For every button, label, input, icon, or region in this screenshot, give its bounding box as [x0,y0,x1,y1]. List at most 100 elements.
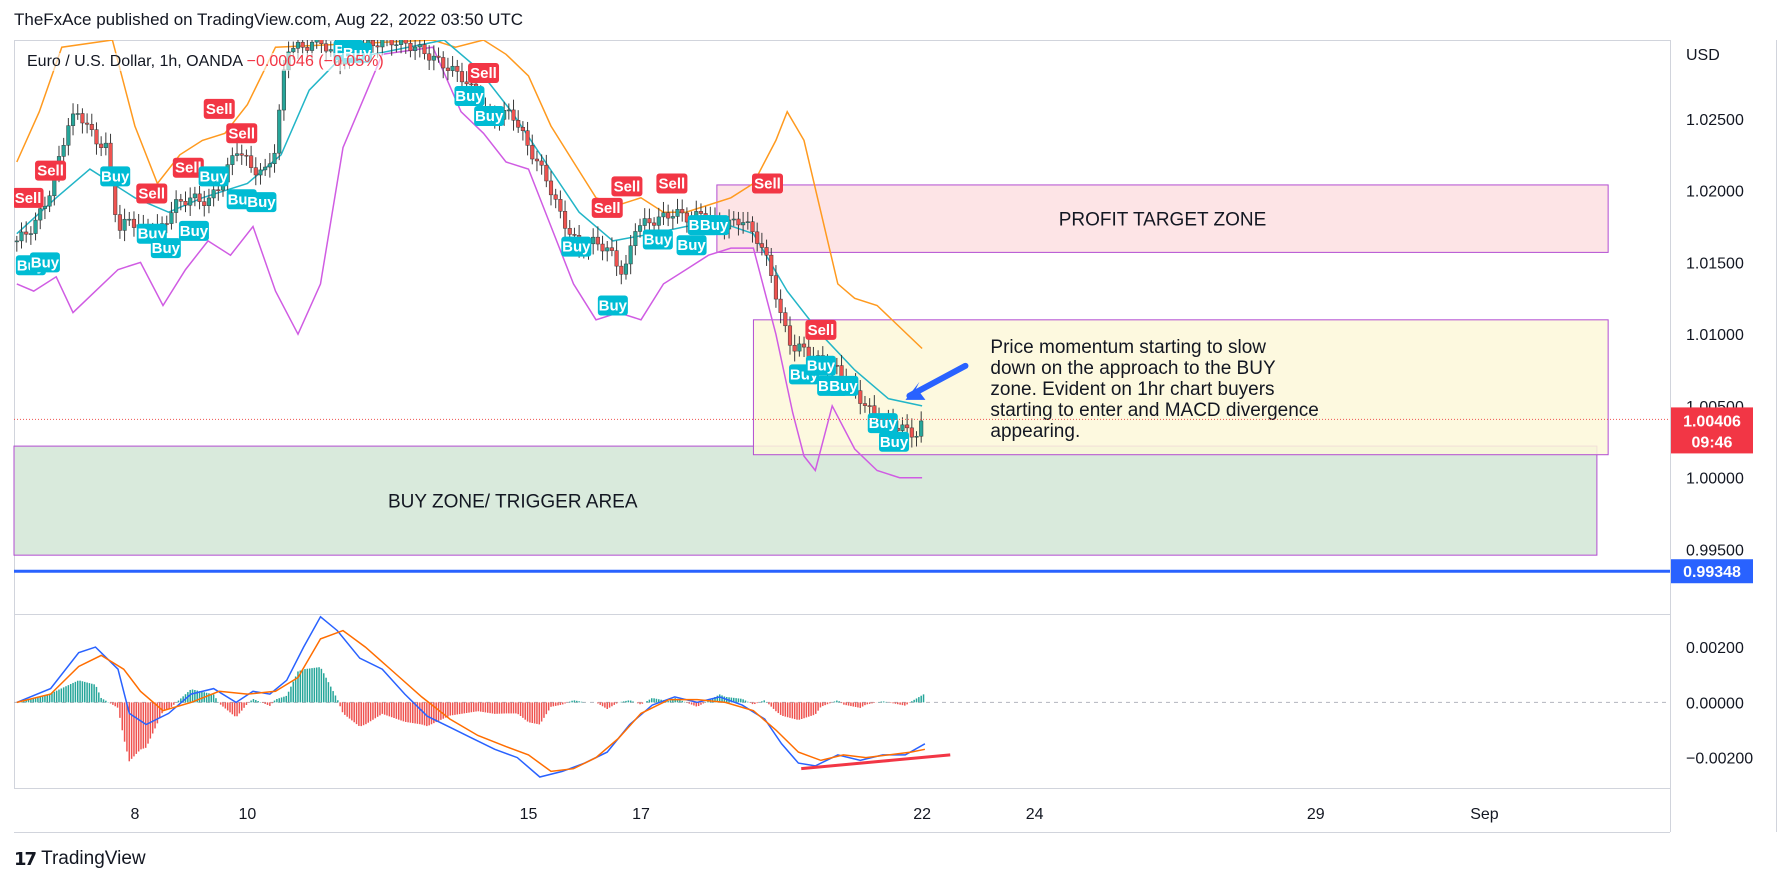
candle-body [773,275,778,300]
candle-body [614,250,619,267]
candle-body [309,41,315,51]
candle-body [85,122,90,125]
candle-body [656,216,661,226]
note-text-line: down on the approach to the BUY [990,358,1276,379]
candle-body [14,240,19,243]
sell-signal-badge [611,176,643,197]
candle-body [666,212,671,219]
sell-signal-label: Sell [614,178,641,195]
time-tick-label: 8 [130,806,139,823]
candle-body [399,40,404,45]
candle-body [370,40,375,47]
profit-target-zone [716,184,1609,253]
symbol-name: Euro / U.S. Dollar, 1h, OANDA [27,53,243,70]
candle-body [244,154,249,157]
candle-body [174,199,179,213]
candle-body [900,424,905,431]
candle-body [431,55,436,61]
symbol-legend[interactable]: Euro / U.S. Dollar, 1h, OANDA −0.00046 (… [27,53,384,71]
buy-signal-label: Buy [869,415,898,432]
note-text-line: starting to enter and MACD divergence [990,400,1318,421]
price-tick-label: 1.01500 [1686,255,1744,272]
time-tick-label: Sep [1470,806,1499,823]
candle-body [305,47,310,51]
buy-signal-badge [100,166,131,187]
lower-band-line [16,46,923,479]
candle-body [300,41,305,48]
macd-pane-frame [14,614,1671,789]
buy-signal-badge [454,85,485,106]
buy-signal-label: Buy [677,237,706,254]
buy-signal-badge [676,235,707,256]
buy-signal-label: Buy [475,108,504,125]
candle-body [394,44,399,46]
candle-body [670,216,675,219]
axes-layer: USD1.025001.020001.015001.010001.005001.… [130,47,1753,823]
sell-signal-badge [591,197,623,218]
candle-body [792,345,797,352]
candle-body [633,231,638,246]
candle-body [249,155,254,168]
price-tick-label: 1.01000 [1686,327,1744,344]
candle-body [28,233,33,235]
candle-body [914,435,919,438]
candle-body [122,218,127,231]
time-tick-label: 22 [913,806,931,823]
time-tick-label: 17 [632,806,650,823]
buy-signal-badge [867,413,898,434]
candle-body [380,40,385,48]
candle-body [42,205,47,209]
candle-body [436,55,441,58]
candle-body [375,45,380,48]
candle-body [698,211,704,214]
candle-body [324,43,329,52]
candle-body [216,189,221,191]
candle-body [919,420,924,437]
candle-body [295,41,301,49]
sell-signal-label: Sell [37,163,64,180]
candle-body [427,53,432,61]
candle-body [567,228,572,235]
candle-body [47,195,52,207]
macd-tick-label: 0.00000 [1686,695,1744,712]
tradingview-brand[interactable]: 17 TradingView [14,848,146,870]
candle-body [778,298,783,313]
candle-body [783,312,788,327]
candle-body [131,218,137,228]
buy-signal-badge [805,355,836,376]
candle-body [628,245,633,265]
sell-signal-label: Sell [808,322,835,339]
candle-body [291,48,296,53]
candle-body [459,71,465,83]
sell-signal-label: Sell [228,125,255,142]
buy-signal-badge [642,229,673,250]
candle-body [202,201,207,206]
tradingview-logo-icon: 17 [14,848,37,870]
candle-body [70,113,76,126]
sell-signal-badge [226,123,258,144]
candle-body [99,143,104,148]
candle-body [258,169,263,176]
candle-body [206,197,211,206]
candle-body [525,130,530,146]
candle-body [403,40,408,44]
candle-body [623,263,629,275]
candle-body [652,222,657,226]
sell-signal-label: Sell [206,101,233,118]
currency-label: USD [1686,47,1720,64]
candle-body [534,158,539,162]
sell-signal-badge [136,183,168,204]
support-price-value: 0.99348 [1683,564,1741,581]
candle-body [117,214,122,231]
candle-body [230,155,235,165]
sell-signal-label: Sell [138,186,165,203]
last-price-value: 1.00406 [1683,413,1741,430]
price-change: −0.00046 (−0.05%) [246,53,384,70]
buy-signal-label: Buy [700,217,729,234]
candle-body [661,212,666,218]
candle-body [520,126,525,131]
candle-body [127,218,132,221]
candle-body [61,145,66,157]
buy-signal-label: Buy [599,297,628,314]
